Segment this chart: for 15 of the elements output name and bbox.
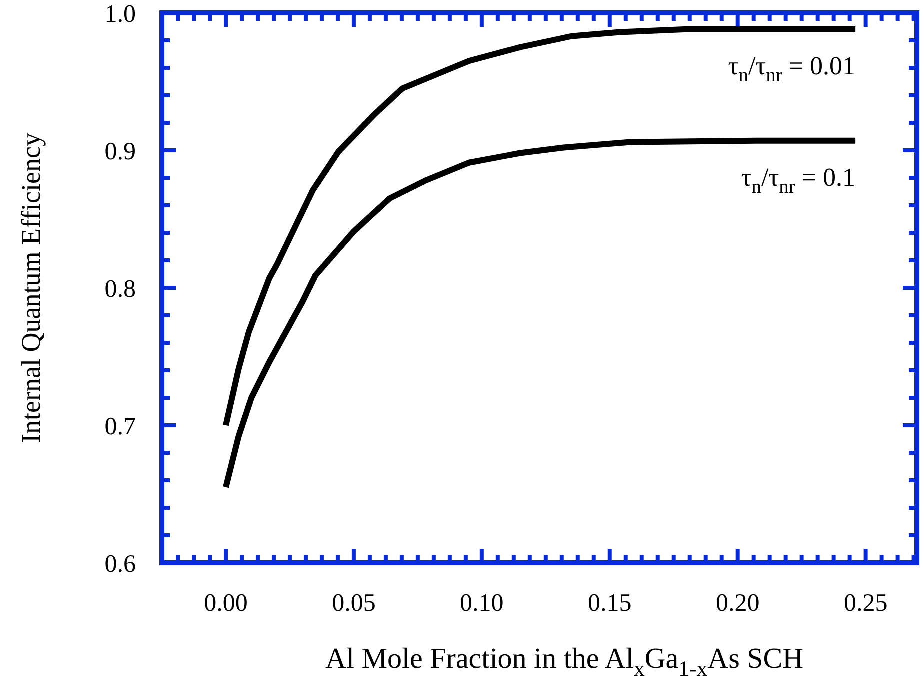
x-tick-label: 0.00 bbox=[204, 590, 248, 617]
series-label: τ$_{n}$/τ$_{nr}$ = 0.01 bbox=[728, 52, 856, 86]
x-tick-label: 0.20 bbox=[716, 590, 760, 617]
x-tick-label: 0.15 bbox=[588, 590, 632, 617]
x-tick-label: 0.05 bbox=[332, 590, 376, 617]
y-tick-label: 0.6 bbox=[104, 550, 136, 578]
x-tick-label: 0.10 bbox=[460, 590, 504, 617]
x-axis-title: Al Mole Fraction in the Al$_{x}$Ga$_{1-x}$As SCH bbox=[325, 643, 804, 681]
x-tick-label: 0.25 bbox=[844, 590, 888, 617]
y-tick-label: 1.0 bbox=[104, 0, 136, 28]
y-axis-title: Internal Quantum Efficiency bbox=[16, 132, 46, 443]
series-label: τ$_{n}$/τ$_{nr}$ = 0.1 bbox=[741, 162, 856, 198]
y-tick-label: 0.8 bbox=[104, 276, 136, 303]
y-tick-label: 0.7 bbox=[104, 413, 136, 440]
y-tick-label: 0.9 bbox=[104, 138, 136, 166]
